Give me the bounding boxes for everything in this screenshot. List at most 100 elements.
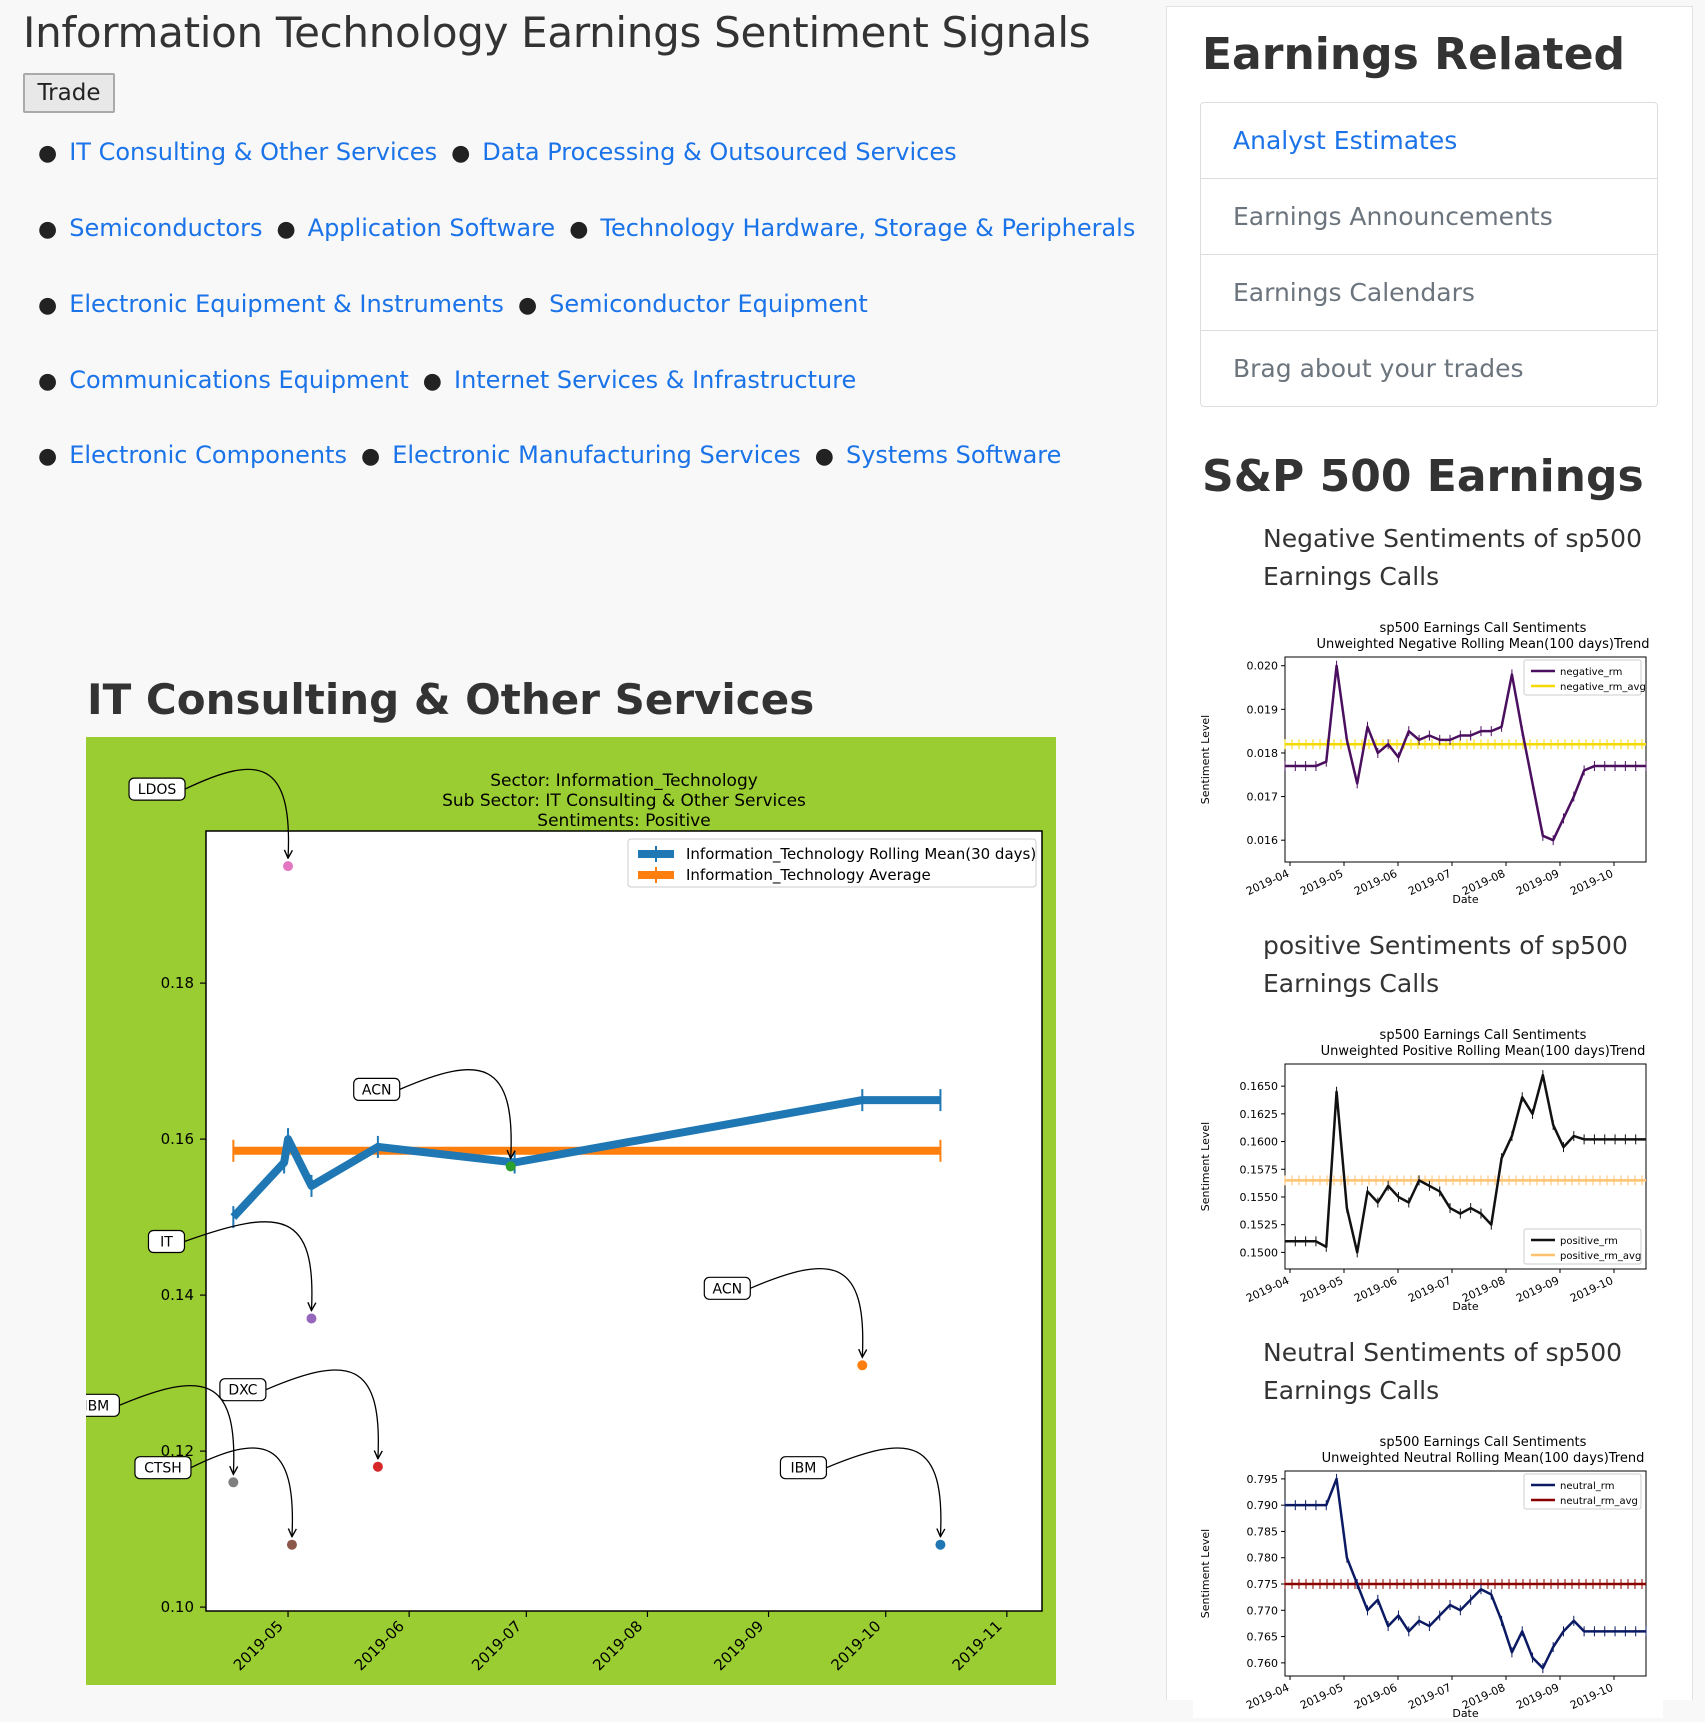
mini-chart-title: sp500 Earnings Call Sentiments: [1380, 621, 1587, 636]
mini-x-tick-label: 2019-10: [1568, 867, 1615, 898]
mini-y-tick-label: 0.1625: [1240, 1108, 1279, 1121]
mini-chart-title: sp500 Earnings Call Sentiments: [1380, 1435, 1587, 1450]
bullet-icon: ●: [38, 369, 58, 394]
sector-sentiment-chart: Sector: Information_Technology Sub Sector…: [72, 737, 1056, 1685]
mini-legend: neutral_rm neutral_rm_avg: [1523, 1473, 1642, 1510]
mini-x-tick-label: 2019-05: [1298, 867, 1345, 898]
chart-title-line: Sector: Information_Technology: [490, 771, 758, 791]
annotation-label: LDOS: [138, 782, 177, 798]
mini-x-tick-label: 2019-06: [1352, 1274, 1399, 1305]
bullet-icon: ●: [38, 293, 58, 318]
bullet-icon: ●: [517, 293, 538, 318]
subsector-heading: IT Consulting & Other Services: [87, 675, 815, 724]
mini-y-axis-label: Sentiment Level: [1199, 1529, 1212, 1618]
sidebar: Earnings Related Analyst Estimates Earni…: [1166, 6, 1693, 1720]
annotation: DXC: [219, 1369, 383, 1472]
mini-x-tick-label: 2019-06: [1352, 867, 1399, 898]
legend-box: [627, 838, 1037, 888]
subsector-row: ● Semiconductors ● Application Software ● Tec…: [38, 214, 1135, 242]
subsector-link[interactable]: Electronic Manufacturing Services: [392, 441, 801, 469]
mini-x-tick-label: 2019-07: [1406, 1681, 1453, 1712]
mini-legend: positive_rm positive_rm_avg: [1523, 1228, 1642, 1265]
negative-sentiment-chart: sp500 Earnings Call Sentiments Unweighted…: [1193, 614, 1663, 906]
y-tick-label: 0.14: [161, 1286, 194, 1304]
subsector-link[interactable]: IT Consulting & Other Services: [69, 138, 438, 166]
chart-title-line: Sub Sector: IT Consulting & Other Servic…: [442, 791, 806, 811]
mini-series-line: [1285, 664, 1646, 842]
subsector-link[interactable]: Electronic Equipment & Instruments: [69, 290, 504, 318]
y-tick-label: 0.12: [161, 1442, 194, 1460]
mini-legend-label: negative_rm_avg: [1560, 682, 1646, 693]
mini-y-tick-label: 0.1575: [1240, 1163, 1279, 1176]
subsector-row: ● Electronic Equipment & Instruments ● Semi…: [38, 290, 868, 318]
annotation-arrow: [265, 1369, 378, 1459]
mini-y-tick-label: 0.785: [1247, 1525, 1279, 1538]
mini-y-tick-label: 0.770: [1247, 1604, 1279, 1617]
annotation-arrow: [184, 768, 288, 858]
subsector-link[interactable]: Application Software: [307, 214, 556, 242]
x-tick-label: 2019-09: [710, 1617, 767, 1674]
subsector-row: ● IT Consulting & Other Services ● Data Pro…: [38, 138, 957, 166]
earnings-related-list: Analyst Estimates Earnings Announcements…: [1200, 102, 1658, 407]
annotation-arrow: [184, 1221, 311, 1311]
annotation: IT: [147, 1221, 316, 1324]
trade-button[interactable]: Trade: [23, 73, 115, 113]
mini-y-tick-label: 0.020: [1247, 660, 1279, 673]
mini-y-tick-label: 0.1500: [1240, 1246, 1279, 1259]
mini-plot-area: [1284, 1470, 1647, 1677]
negative-chart-heading: Negative Sentiments of sp500 Earnings Ca…: [1263, 524, 1642, 591]
bullet-icon: ●: [569, 217, 589, 242]
annotation: CTSH: [134, 1447, 297, 1550]
y-tick-label: 0.10: [161, 1598, 194, 1616]
company-point: [283, 861, 294, 872]
mini-y-tick-label: 0.1525: [1240, 1219, 1279, 1232]
subsector-row: ● Electronic Components ● Electronic Manufa…: [38, 441, 1061, 469]
legend-label: Information_Technology Average: [686, 866, 931, 885]
chart-title-line: Sentiments: Positive: [537, 811, 710, 831]
subsector-link[interactable]: Communications Equipment: [69, 366, 409, 394]
annotation-label-box: [128, 777, 186, 801]
mini-legend-label: positive_rm_avg: [1560, 1251, 1641, 1262]
chart-legend: Information_Technology Rolling Mean(30 d…: [627, 838, 1037, 888]
sidebar-item-analyst-estimates[interactable]: Analyst Estimates: [1233, 126, 1458, 155]
x-tick-label: 2019-05: [230, 1617, 287, 1674]
mini-chart-title: sp500 Earnings Call Sentiments: [1380, 1028, 1587, 1043]
mini-x-tick-label: 2019-05: [1298, 1274, 1345, 1305]
subsector-link[interactable]: Internet Services & Infrastructure: [453, 366, 857, 394]
subsector-link[interactable]: Electronic Components: [69, 441, 347, 469]
sidebar-item-brag-trades[interactable]: Brag about your trades: [1201, 330, 1657, 406]
annotation-label: CTSH: [144, 1461, 182, 1477]
company-point: [372, 1461, 383, 1472]
y-tick-label: 0.18: [161, 974, 194, 992]
page-title: Information Technology Earnings Sentimen…: [23, 8, 1091, 57]
annotation: LDOS: [128, 768, 294, 872]
bullet-icon: ●: [814, 444, 834, 469]
subsector-link[interactable]: Data Processing & Outsourced Services: [482, 138, 957, 166]
mini-y-tick-label: 0.760: [1247, 1657, 1279, 1670]
sidebar-item-earnings-announcements[interactable]: Earnings Announcements: [1201, 178, 1657, 254]
x-tick-label: 2019-10: [828, 1617, 885, 1674]
annotation: ACN: [703, 1267, 868, 1371]
subsector-link[interactable]: Systems Software: [845, 441, 1062, 469]
annotation-label-box: [134, 1456, 192, 1480]
mini-legend: negative_rm negative_rm_avg: [1523, 659, 1646, 696]
subsector-link[interactable]: Semiconductors: [69, 214, 263, 242]
mini-chart-title: Unweighted Positive Rolling Mean(100 day…: [1321, 1044, 1646, 1059]
company-point: [857, 1360, 868, 1371]
mini-x-tick-label: 2019-05: [1298, 1681, 1345, 1712]
mini-y-tick-label: 0.1600: [1240, 1136, 1279, 1149]
bullet-icon: ●: [38, 141, 58, 166]
y-tick-label: 0.16: [161, 1130, 194, 1148]
mini-y-tick-label: 0.765: [1247, 1631, 1279, 1644]
mini-y-tick-label: 0.795: [1247, 1473, 1279, 1486]
sidebar-title: Earnings Related: [1202, 29, 1626, 80]
mini-chart-title: Unweighted Neutral Rolling Mean(100 days…: [1322, 1451, 1645, 1466]
mini-x-axis-label: Date: [1452, 893, 1479, 904]
subsector-link[interactable]: Technology Hardware, Storage & Periphera…: [600, 214, 1136, 242]
subsector-link[interactable]: Semiconductor Equipment: [549, 290, 868, 318]
mini-y-tick-label: 0.775: [1247, 1578, 1279, 1591]
sidebar-item-earnings-calendars[interactable]: Earnings Calendars: [1201, 254, 1657, 330]
mini-y-tick-label: 0.017: [1247, 791, 1279, 804]
company-point: [935, 1539, 946, 1550]
